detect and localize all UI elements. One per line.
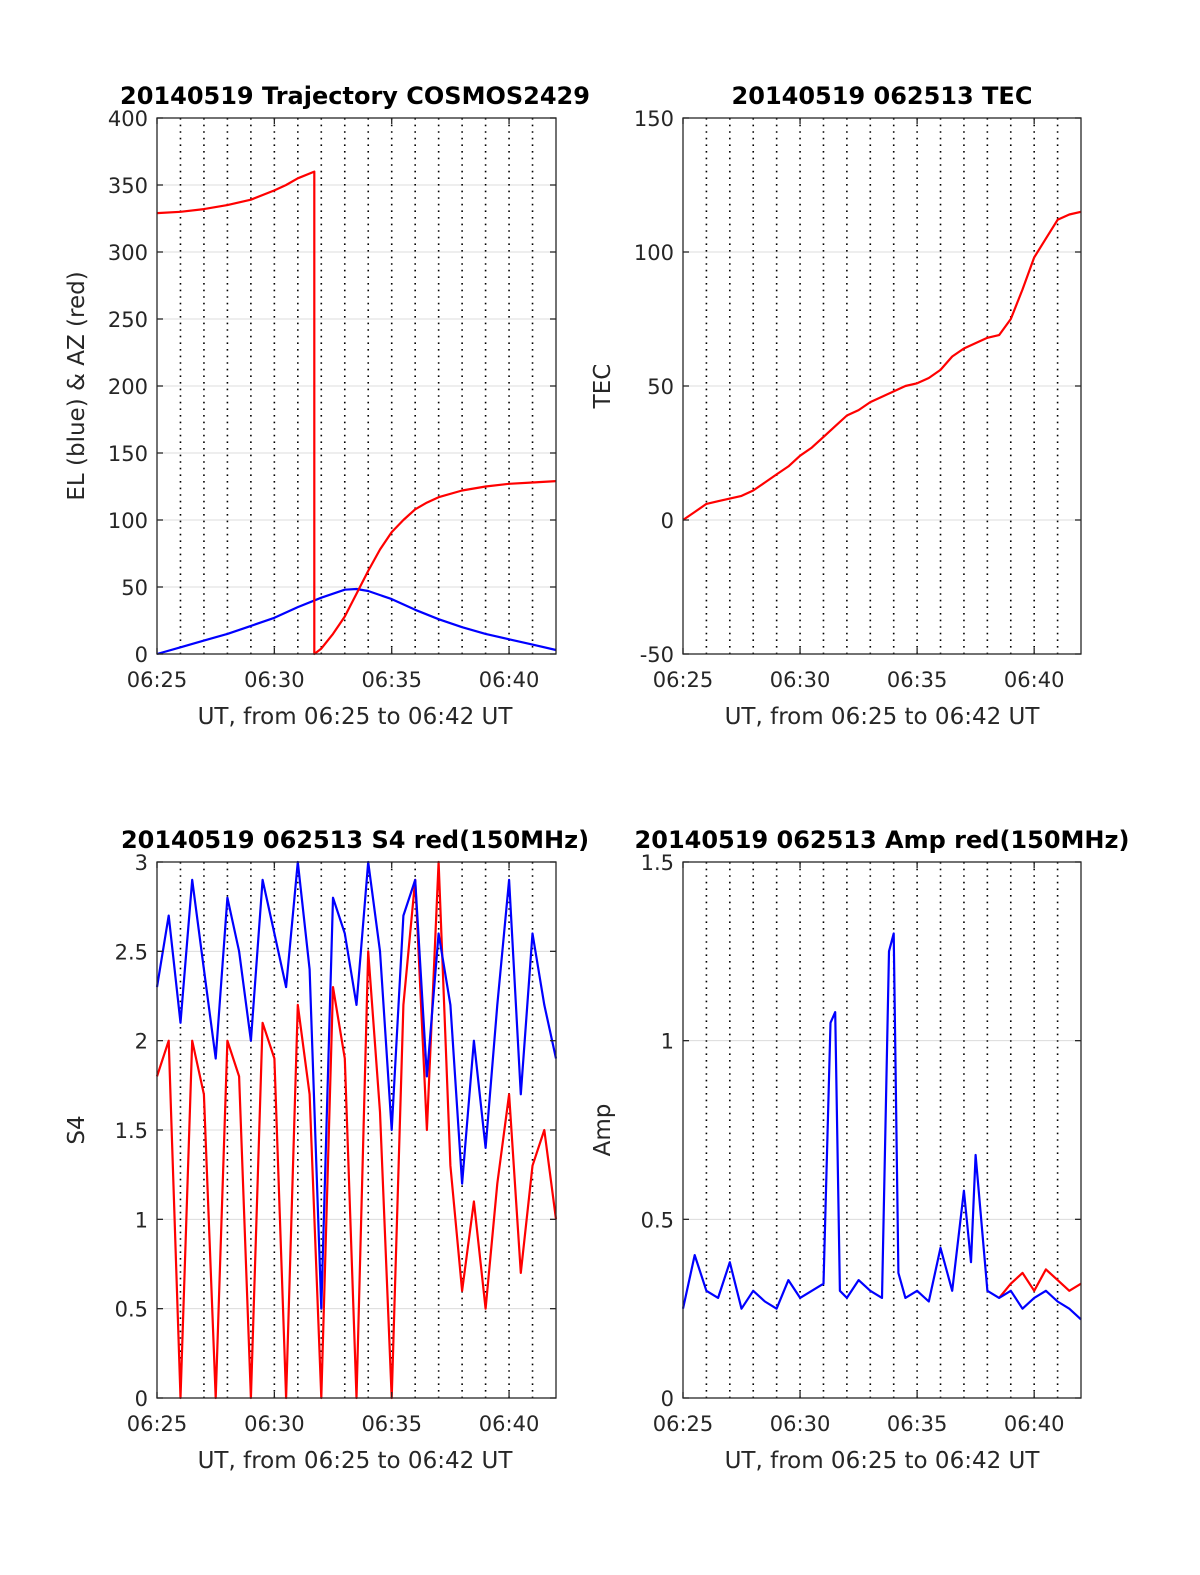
x-tick-label: 06:40 — [479, 668, 540, 692]
x-tick-label: 06:35 — [887, 1412, 948, 1436]
x-tick-label: 06:25 — [653, 668, 714, 692]
y-tick-label: 150 — [634, 107, 674, 131]
x-tick-label: 06:25 — [127, 1412, 188, 1436]
y-tick-label: 2.5 — [115, 940, 148, 964]
y-tick-label: 250 — [108, 308, 148, 332]
y-tick-label: -50 — [640, 643, 674, 667]
y-axis-label: S4 — [64, 1115, 90, 1144]
x-tick-label: 06:35 — [361, 1412, 422, 1436]
y-tick-label: 0 — [135, 1387, 148, 1411]
x-axis-label: UT, from 06:25 to 06:42 UT — [198, 1448, 514, 1474]
y-tick-label: 0.5 — [115, 1298, 148, 1322]
y-tick-label: 100 — [108, 509, 148, 533]
y-tick-label: 2 — [135, 1030, 148, 1054]
x-tick-label: 06:35 — [361, 668, 422, 692]
y-tick-label: 0 — [661, 1387, 674, 1411]
series-line-1 — [155, 860, 558, 1310]
y-tick-label: 50 — [647, 375, 674, 399]
y-tick-label: 350 — [108, 174, 148, 198]
x-tick-label: 06:25 — [127, 668, 188, 692]
series-line-0 — [156, 587, 557, 656]
x-axis-label: UT, from 06:25 to 06:42 UT — [725, 704, 1041, 730]
series-line-0 — [998, 1268, 1082, 1299]
y-tick-label: 1.5 — [115, 1119, 148, 1143]
x-tick-label: 06:30 — [770, 668, 831, 692]
x-axis-label: UT, from 06:25 to 06:42 UT — [198, 704, 514, 730]
x-tick-label: 06:30 — [244, 1412, 305, 1436]
y-axis-label: Amp — [590, 1104, 616, 1157]
y-tick-label: 100 — [634, 241, 674, 265]
y-tick-label: 1.5 — [641, 851, 674, 875]
y-tick-label: 3 — [135, 851, 148, 875]
y-tick-label: 0.5 — [641, 1208, 674, 1232]
axes-frame — [682, 861, 1082, 1399]
x-tick-label: 06:25 — [653, 1412, 714, 1436]
y-tick-label: 1 — [661, 1030, 674, 1054]
y-tick-label: 200 — [108, 375, 148, 399]
plot-area — [683, 862, 1081, 1398]
x-tick-label: 06:40 — [1004, 1412, 1065, 1436]
chart-title: 20140519 Trajectory COSMOS2429 — [120, 82, 590, 110]
amp-chart: 0 0.5 1 1.5 06:25 06:30 06:35 06:40 20140519 062… — [590, 826, 1129, 1474]
y-tick-label: 0 — [661, 509, 674, 533]
y-axis-label: TEC — [590, 364, 616, 410]
series-line-0 — [682, 210, 1082, 521]
y-tick-label: 1 — [135, 1208, 148, 1232]
x-tick-label: 06:30 — [244, 668, 305, 692]
x-axis-label: UT, from 06:25 to 06:42 UT — [725, 1448, 1041, 1474]
x-tick-label: 06:40 — [479, 1412, 540, 1436]
chart-title: 20140519 062513 TEC — [732, 82, 1033, 110]
x-tick-label: 06:30 — [770, 1412, 831, 1436]
chart-title: 20140519 062513 Amp red(150MHz) — [635, 826, 1130, 854]
tec-chart: -50 0 50 100 150 06:25 06:30 06:35 06:40 20140519… — [590, 82, 1082, 730]
y-tick-label: 0 — [135, 643, 148, 667]
x-tick-label: 06:35 — [887, 668, 948, 692]
y-tick-label: 150 — [108, 442, 148, 466]
series-line-1 — [681, 932, 1082, 1321]
y-tick-label: 300 — [108, 241, 148, 265]
y-axis-label: EL (blue) & AZ (red) — [64, 271, 90, 500]
y-tick-label: 400 — [108, 107, 148, 131]
x-tick-label: 06:40 — [1004, 668, 1065, 692]
series-line-1 — [156, 170, 557, 656]
chart-title: 20140519 062513 S4 red(150MHz) — [121, 826, 589, 854]
s4-chart: 0 0.5 1 1.5 2 2.5 3 06:25 06:30 06:35 06:40 2014051… — [64, 826, 589, 1474]
y-tick-label: 50 — [121, 576, 148, 600]
trajectory-chart: 0 50 100 150 200 250 300 350 400 06:25 06:30 06:35 0… — [64, 82, 590, 730]
